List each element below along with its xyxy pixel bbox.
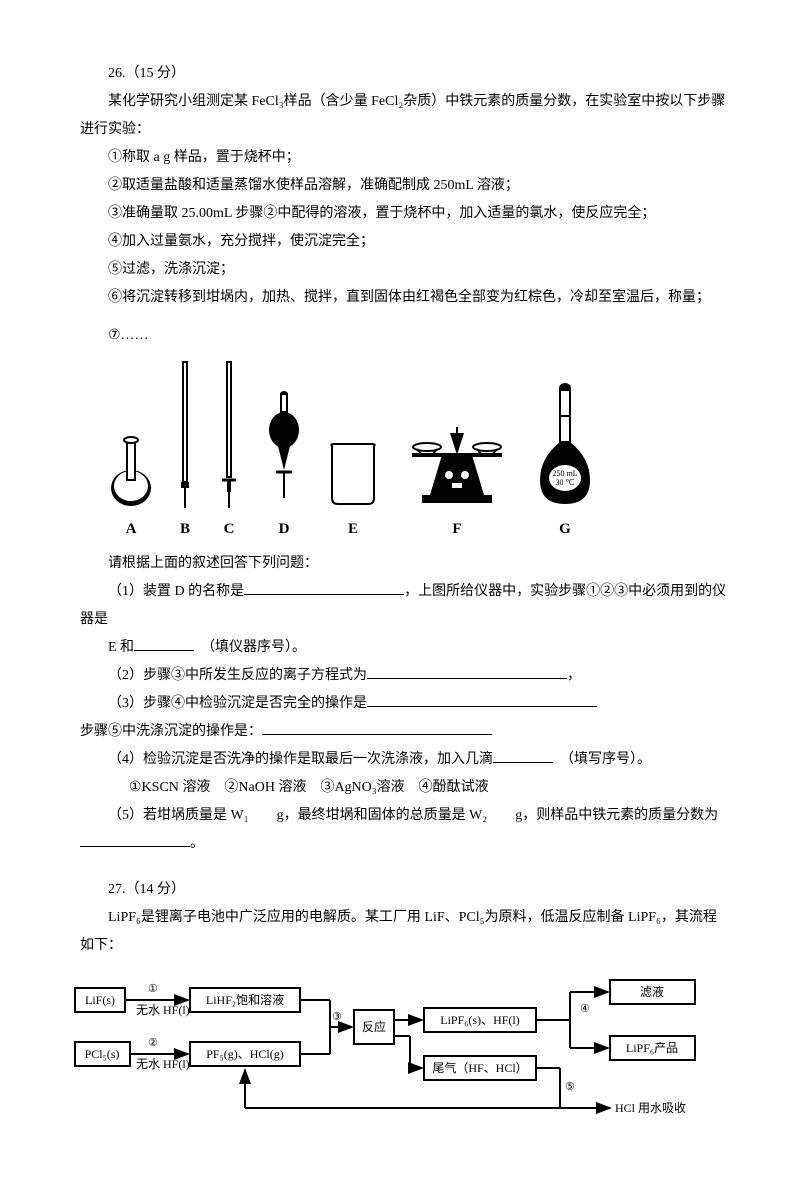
q26-sub4-opts: ①KSCN 溶液 ②NaOH 溶液 ③AgNO₃溶液 ④酚酞试液 [80,774,730,802]
label-c: C [224,514,235,544]
q26-step-3: ③准确量取 25.00mL 步骤②中配得的溶液，置于烧杯中，加入适量的氯水，使反… [80,200,730,228]
q4a-text: （4）检验沉淀是否洗净的操作是取最后一次洗涤液，加入几滴 [108,752,493,767]
q26-step-7: ⑦…… [80,322,730,350]
svg-text:LiHF₂饱和溶液: LiHF₂饱和溶液 [206,992,284,1007]
vol-flask-icon: 250 mL 30 ℃ [534,380,596,510]
label-e: E [348,514,358,544]
q2b-text: ， [567,668,581,683]
burette-icon [176,360,194,510]
q27-header: 27.（14 分） [80,876,730,904]
q26-step-5: ⑤过滤，洗涤沉淀； [80,256,730,284]
svg-text:③: ③ [332,1011,342,1023]
q26-sub5b: 。 [80,830,730,858]
q26-sub1b: E 和 （填仪器序号）。 [80,634,730,662]
svg-text:②: ② [148,1037,158,1049]
svg-text:⑤: ⑤ [565,1081,575,1093]
apparatus-b: B [176,360,194,544]
svg-text:无水 HF(l): 无水 HF(l) [136,1003,190,1017]
q26-step-6: ⑥将沉淀转移到坩埚内，加热、搅拌，直到固体由红褐色全部变为红棕色，冷却至室温后，… [80,284,730,312]
q1c-text: E 和 [108,640,134,655]
q26-sub3: （3）步骤④中检验沉淀是否完全的操作是 [80,690,730,718]
svg-text:PCl₅(s): PCl₅(s) [85,1047,120,1061]
apparatus-figure: A B C [108,360,730,544]
flask-icon [108,400,154,510]
flowchart-icon: LiF(s) PCl₅(s) ① 无水 HF(l) ② 无水 HF(l) LiH… [70,970,730,1140]
apparatus-a: A [108,400,154,544]
q3b-text: 步骤⑤中洗涤沉淀的操作是： [80,724,262,739]
question-26: 26.（15 分） 某化学研究小组测定某 FeCl₃样品（含少量 FeCl₂杂质… [80,60,730,858]
apparatus-c: C [216,360,242,544]
q27-intro: LiPF₆是锂离子电池中广泛应用的电解质。某工厂用 LiF、PCl₅为原料，低温… [80,904,730,960]
apparatus-d: D [264,380,304,544]
svg-text:LiPF₆(s)、HF(l): LiPF₆(s)、HF(l) [440,1013,520,1027]
q26-prompt: 请根据上面的叙述回答下列问题： [80,550,730,578]
q26-sub5: （5）若坩埚质量是 W₁ g，最终坩埚和固体的总质量是 W₂ g，则样品中铁元素… [80,802,730,830]
label-g: G [559,514,571,544]
svg-text:PF₅(g)、HCl(g): PF₅(g)、HCl(g) [206,1047,284,1061]
blank[interactable] [367,692,597,707]
sep-funnel-icon [264,380,304,510]
label-a: A [126,514,137,544]
svg-text:①: ① [148,983,158,995]
svg-text:④: ④ [580,1003,590,1015]
q26-intro: 某化学研究小组测定某 FeCl₃样品（含少量 FeCl₂杂质）中铁元素的质量分数… [80,88,730,144]
flow-diagram: LiF(s) PCl₅(s) ① 无水 HF(l) ② 无水 HF(l) LiH… [70,970,730,1140]
svg-text:滤液: 滤液 [640,984,664,999]
svg-text:尾气（HF、HCl）: 尾气（HF、HCl） [432,1060,527,1075]
question-27: 27.（14 分） LiPF₆是锂离子电池中广泛应用的电解质。某工厂用 LiF、… [80,876,730,1140]
q26-step-1: ①称取 a g 样品，置于烧杯中； [80,144,730,172]
q26-sub1: （1）装置 D 的名称是，上图所给仪器中，实验步骤①②③中必须用到的仪器是 [80,578,730,634]
q1a-text: （1）装置 D 的名称是 [108,584,244,599]
q26-sub4: （4）检验沉淀是否洗净的操作是取最后一次洗涤液，加入几滴 （填写序号）。 [80,746,730,774]
blank[interactable] [493,748,553,763]
blank[interactable] [134,636,194,651]
apparatus-e: E [326,440,380,544]
q26-step-2: ②取适量盐酸和适量蒸馏水使样品溶解，准确配制成 250mL 溶液； [80,172,730,200]
blank[interactable] [367,664,567,679]
svg-text:250 mL: 250 mL [552,469,577,478]
q3a-text: （3）步骤④中检验沉淀是否完全的操作是 [108,696,367,711]
q26-step-4: ④加入过量氨水，充分搅拌，使沉淀完全； [80,228,730,256]
blank[interactable] [244,580,404,595]
svg-text:30 ℃: 30 ℃ [556,478,575,487]
q26-sub2: （2）步骤③中所发生反应的离子方程式为 ， [80,662,730,690]
q1d-text: （填仪器序号）。 [208,640,306,655]
svg-text:LiF(s): LiF(s) [85,993,115,1007]
blank[interactable] [80,832,190,847]
apparatus-f: F [402,425,512,544]
svg-text:反应: 反应 [362,1019,386,1034]
label-d: D [279,514,290,544]
apparatus-g: 250 mL 30 ℃ G [534,380,596,544]
q2a-text: （2）步骤③中所发生反应的离子方程式为 [108,668,367,683]
q26-header: 26.（15 分） [80,60,730,88]
svg-text:HCl 用水吸收: HCl 用水吸收 [615,1101,686,1115]
svg-text:LiPF₆产品: LiPF₆产品 [626,1041,678,1055]
blank[interactable] [262,720,492,735]
burette2-icon [216,360,242,510]
beaker-icon [326,440,380,510]
balance-icon [402,425,512,510]
svg-text:无水 HF(l): 无水 HF(l) [136,1057,190,1071]
label-b: B [180,514,190,544]
q26-sub3b: 步骤⑤中洗涤沉淀的操作是： [80,718,730,746]
label-f: F [452,514,461,544]
q4b-text: （填写序号）。 [567,752,651,767]
q5b-text: 。 [190,836,204,851]
